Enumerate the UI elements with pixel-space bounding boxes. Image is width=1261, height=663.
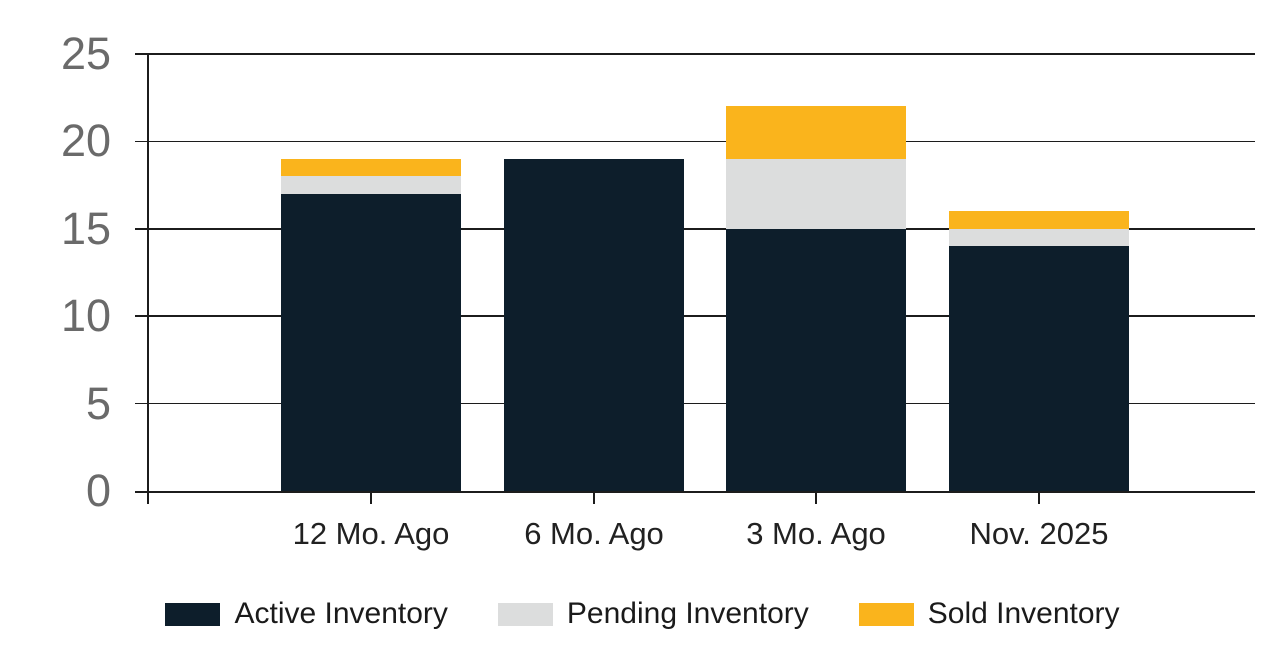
y-axis-tick-label: 15 <box>60 202 111 254</box>
bar-segment-pending <box>281 176 461 194</box>
legend-item-active: Active Inventory <box>165 597 448 631</box>
legend-item-sold: Sold Inventory <box>858 597 1120 631</box>
bar-segment-pending <box>726 158 906 229</box>
bar <box>726 54 906 491</box>
bar <box>949 54 1129 491</box>
bar-segment-active <box>504 158 684 491</box>
bar <box>281 54 461 491</box>
legend-item-pending: Pending Inventory <box>497 597 809 631</box>
bar-segment-active <box>726 228 906 491</box>
bar-segment-sold <box>726 106 906 159</box>
bar-segment-sold <box>281 158 461 177</box>
x-axis-tick-label: Nov. 2025 <box>969 516 1109 551</box>
y-axis-tick-label: 0 <box>85 465 111 516</box>
x-axis-tick <box>1038 491 1040 504</box>
bar-segment-active <box>949 246 1129 491</box>
x-axis-line <box>135 491 1255 493</box>
bar <box>504 54 684 491</box>
legend-swatch-active-icon <box>165 602 221 626</box>
bar-segment-active <box>281 193 461 491</box>
legend-label: Pending Inventory <box>566 597 809 630</box>
x-axis-tick-label: 6 Mo. Ago <box>524 516 664 551</box>
y-axis-tick-label: 5 <box>85 377 111 429</box>
y-axis-tick-label: 20 <box>60 115 111 167</box>
y-axis-tick-label: 10 <box>60 290 111 342</box>
gridline <box>135 228 1255 230</box>
gridline <box>135 140 1255 143</box>
x-axis-tick-label: 3 Mo. Ago <box>746 516 886 551</box>
x-axis-tick <box>815 491 817 504</box>
y-axis-line <box>147 54 149 504</box>
x-axis-tick-label: 12 Mo. Ago <box>292 516 450 551</box>
gridline <box>135 315 1255 317</box>
legend: Active Inventory Pending Inventory Sold In… <box>0 597 1261 631</box>
bar-segment-sold <box>949 211 1129 229</box>
legend-swatch-sold-icon <box>858 602 914 626</box>
legend-label: Active Inventory <box>234 597 448 630</box>
gridline <box>135 402 1255 405</box>
legend-label: Sold Inventory <box>927 597 1120 630</box>
x-axis-tick <box>370 491 372 504</box>
legend-swatch-pending-icon <box>497 602 553 626</box>
x-axis-tick <box>593 491 595 504</box>
gridline <box>135 53 1255 55</box>
y-axis-tick-label: 25 <box>60 28 111 79</box>
bar-segment-pending <box>949 228 1129 247</box>
